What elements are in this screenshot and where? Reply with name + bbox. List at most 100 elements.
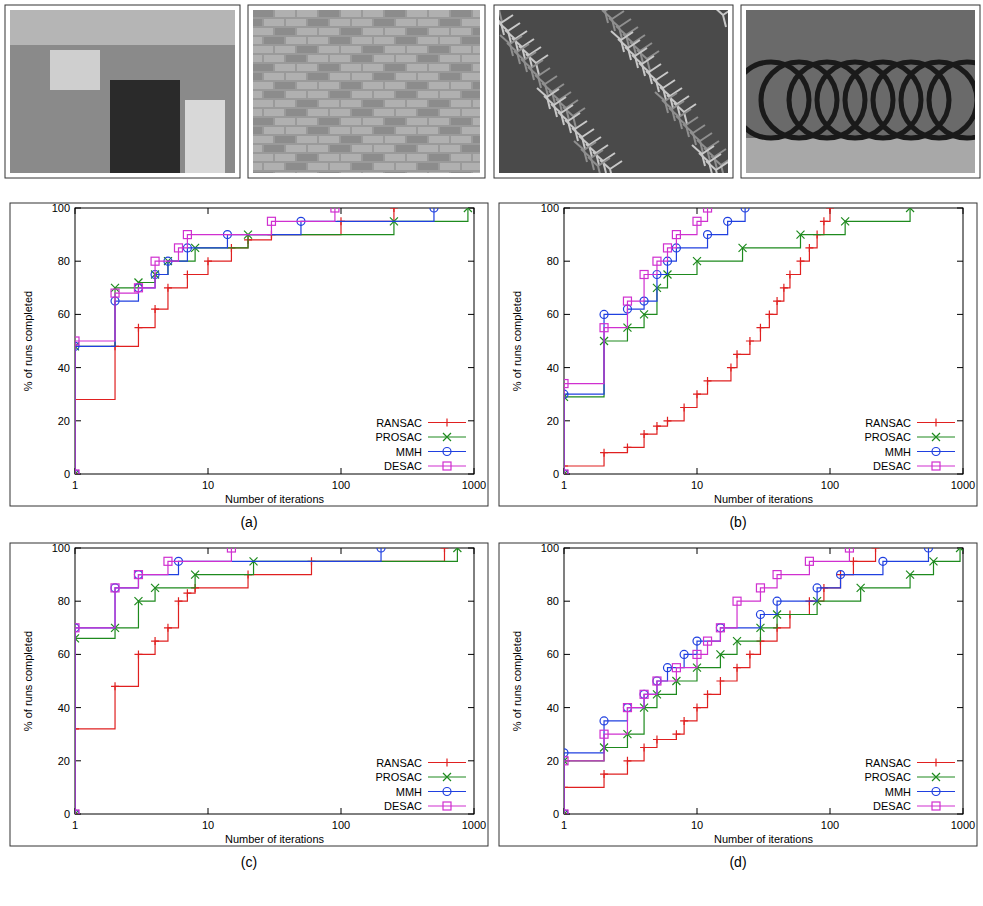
panel-caption: (a) (240, 514, 257, 530)
series-marker (956, 548, 963, 552)
photo-shape (330, 37, 350, 44)
photo-shape (341, 82, 361, 89)
series-marker (623, 757, 631, 765)
photo-shape (537, 88, 559, 109)
photo-shape (385, 100, 405, 107)
legend-marker (932, 802, 940, 810)
series-line (564, 548, 849, 814)
series-marker (704, 377, 712, 385)
photo-shape (407, 100, 427, 107)
series-marker (453, 548, 461, 552)
legend-swatch (428, 791, 466, 792)
photo-shape (297, 154, 317, 161)
photo-shape (352, 109, 372, 116)
y-tick-label: 20 (58, 415, 70, 427)
series-marker (111, 584, 119, 592)
legend-label: PROSAC (865, 771, 912, 783)
panel-frame (10, 543, 488, 846)
photo-shape (297, 64, 317, 71)
photo-shape (286, 145, 306, 152)
series-marker (183, 271, 191, 279)
photo-shape (407, 64, 427, 71)
photo-shape (418, 19, 438, 26)
photo-shape (330, 55, 350, 62)
legend-marker (932, 433, 940, 441)
series-marker (111, 284, 119, 292)
photo-shape (330, 145, 350, 152)
photo-image (10, 10, 235, 173)
photo-shape (462, 145, 480, 152)
legend-label: RANSAC (865, 757, 911, 769)
photo-shape (462, 73, 480, 80)
photo-shape (440, 145, 460, 152)
series-marker (872, 548, 880, 552)
photo-shape (451, 154, 471, 161)
series-marker (805, 244, 813, 252)
series-marker (924, 548, 932, 552)
chart-panel: 0204060801001101001000Number of iteratio… (499, 542, 977, 870)
series-line (75, 208, 468, 474)
legend-marker (932, 462, 940, 470)
x-tick-label: 1000 (951, 819, 975, 831)
axes: 0204060801001101001000 (52, 542, 487, 831)
series-marker (805, 557, 813, 565)
x-tick-label: 1 (561, 819, 567, 831)
photo-shape (308, 55, 328, 62)
photo-shape (363, 64, 383, 71)
legend-label: RANSAC (376, 417, 422, 429)
series-marker (672, 231, 680, 239)
photo-shape (341, 100, 361, 107)
photo-shape (473, 28, 480, 35)
x-tick-label: 1000 (462, 819, 486, 831)
legend-swatch (917, 451, 955, 452)
photo-shape (396, 145, 416, 152)
plot-data (75, 208, 472, 474)
y-tick-label: 60 (58, 308, 70, 320)
legend-label: DESAC (873, 800, 911, 812)
y-tick-label: 100 (52, 202, 70, 214)
photo-shape (330, 109, 350, 116)
legend: RANSACPROSACMMHDESAC (865, 757, 955, 813)
series-marker (716, 677, 724, 685)
photo-shape (341, 28, 361, 35)
photo-shape (396, 163, 416, 170)
series-marker (640, 690, 648, 698)
x-axis-title: Number of iterations (714, 833, 814, 845)
x-tick (830, 208, 831, 474)
x-tick-label: 10 (202, 819, 214, 831)
photo-shape (352, 145, 372, 152)
y-tick-label: 100 (541, 542, 559, 554)
photo-shape (319, 46, 339, 53)
photo-shape (297, 28, 317, 35)
photo-shape (319, 82, 339, 89)
legend-label: PROSAC (376, 431, 423, 443)
x-tick-label: 10 (691, 479, 703, 491)
photo-shape (407, 82, 427, 89)
photo-shape (264, 109, 284, 116)
series-marker (183, 231, 191, 239)
photo-shape (473, 172, 480, 173)
photo-shape (692, 145, 714, 166)
photo-shape (352, 19, 372, 26)
photo-shape (418, 91, 438, 98)
photo-shape (499, 14, 513, 35)
photo-shape (308, 163, 328, 170)
x-tick (341, 208, 342, 474)
photo-shape (462, 163, 480, 170)
photo-shape (385, 28, 405, 35)
legend: RANSACPROSACMMHDESAC (376, 417, 466, 473)
series-marker (653, 677, 661, 685)
photo-shape (396, 73, 416, 80)
legend-marker (443, 788, 451, 796)
photo-shape (363, 46, 383, 53)
series-marker (906, 208, 914, 212)
series-marker (440, 548, 448, 552)
series-line (75, 548, 444, 814)
y-tick-label: 0 (64, 808, 70, 820)
photo-shape (341, 136, 361, 143)
series-line (75, 548, 457, 814)
photo-shape (363, 100, 383, 107)
photo-shape (297, 172, 317, 173)
photo-shape (253, 100, 273, 107)
photo-shape (440, 163, 460, 170)
